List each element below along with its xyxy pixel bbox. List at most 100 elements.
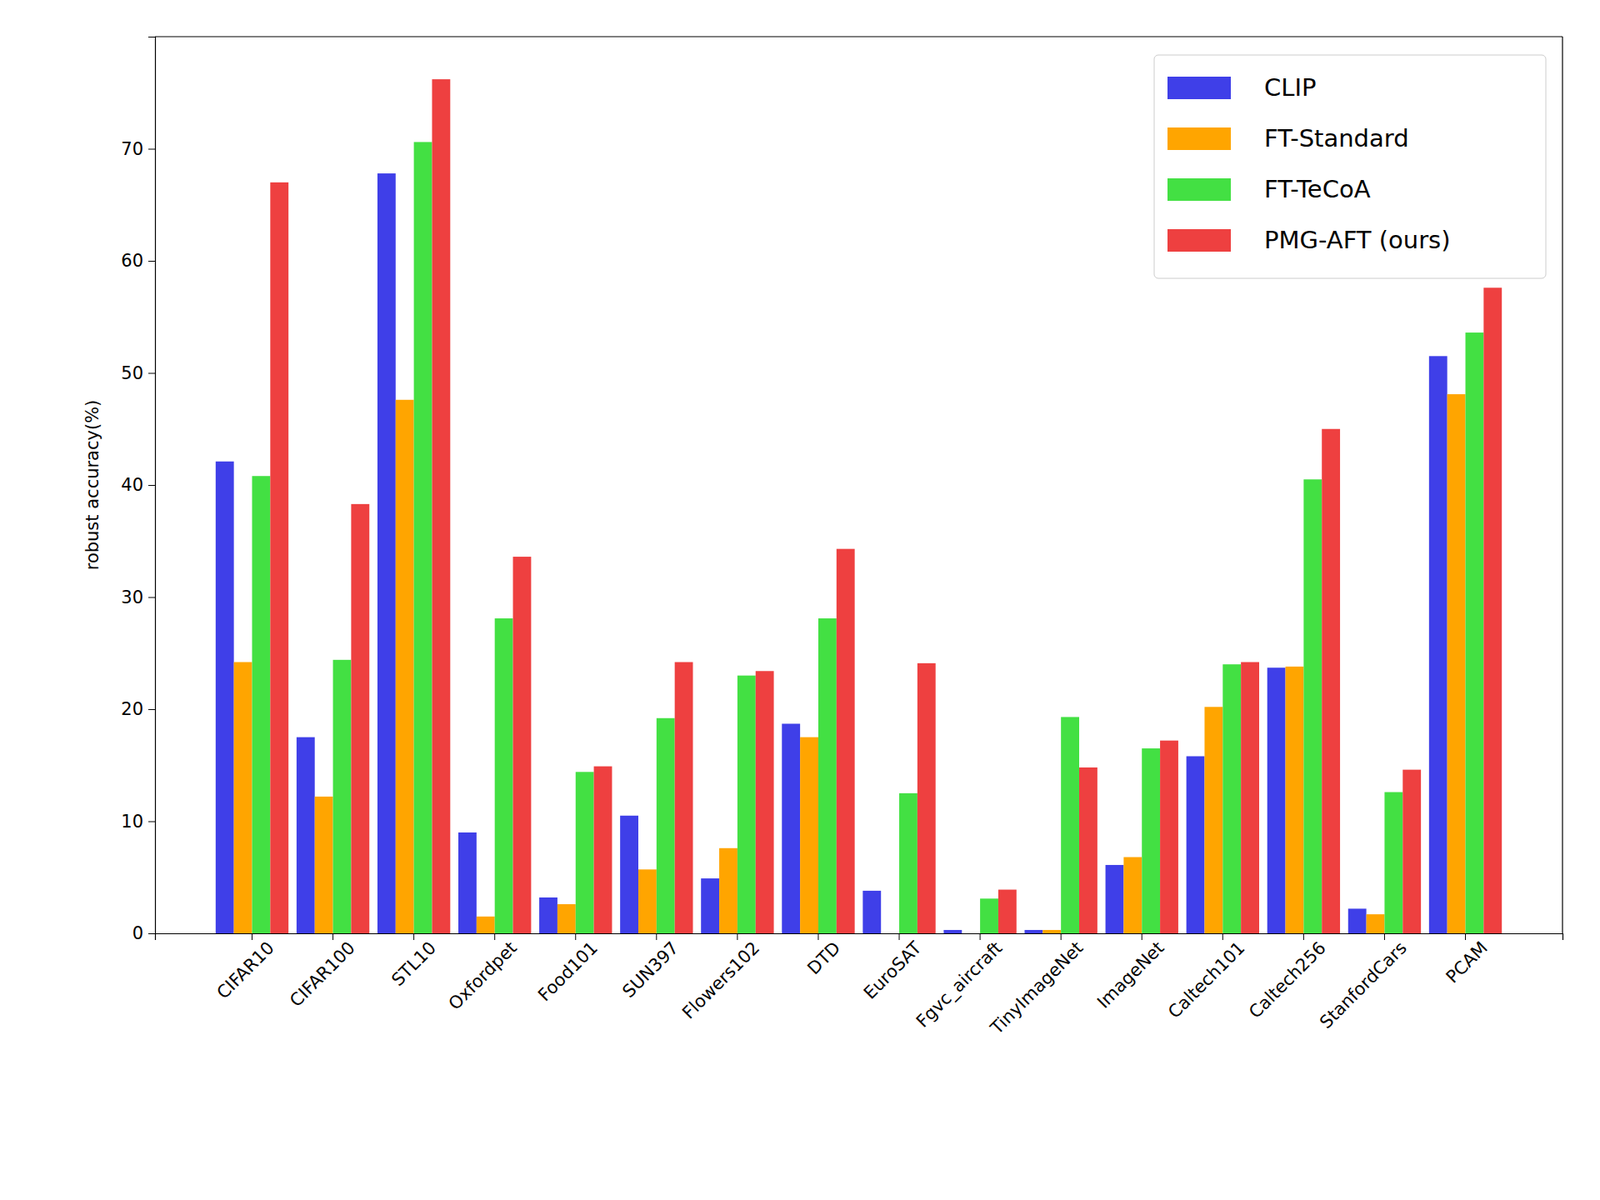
x-tick-mark [1141,933,1143,940]
y-tick-label: 70 [120,139,144,160]
bar [899,793,918,934]
bar [458,832,477,934]
bar [818,618,837,934]
x-tick-mark [1060,933,1062,940]
bar [980,898,999,934]
y-tick: 10 [120,811,155,832]
x-tick-label: CIFAR100 [285,937,360,1011]
x-tick: DTD [803,933,845,979]
frame-line [155,35,1563,37]
bar [719,848,738,934]
bar [495,618,514,934]
x-tick: Caltech101 [1164,933,1249,1023]
bar [333,660,352,934]
x-tick: ImageNet [1093,933,1169,1013]
y-tick-mark [148,373,155,375]
bar [296,737,315,934]
bar-series [215,173,1448,934]
x-tick-mark [980,933,981,940]
legend-label: FT-TeCoA [1264,175,1371,204]
bar [431,79,450,934]
y-axis-title: robust accuracy(%) [82,400,103,571]
plot: 010203040506070CIFAR10CIFAR100STL10Oxfor… [120,36,1563,1040]
x-tick-label: PCAM [1442,937,1492,987]
x-tick: Caltech256 [1245,933,1330,1023]
bar [234,662,253,934]
bar [1465,332,1485,934]
bar [1483,287,1502,934]
x-tick: SUN397 [618,933,683,1002]
y-tick-mark [148,933,155,935]
bar [1222,664,1241,934]
legend-item: CLIP [1167,73,1316,102]
bar [557,904,576,934]
bar [755,670,775,934]
bar [1447,394,1466,934]
y-tick-mark [148,149,155,150]
bar [215,461,235,934]
x-tick-mark [1465,933,1466,940]
x-tick-label: ImageNet [1093,937,1169,1013]
y-tick-label: 60 [120,250,144,271]
bar [1366,914,1385,934]
bar [800,737,819,934]
x-tick: Oxfordpet [445,933,521,1015]
x-tick-label: SUN397 [618,937,683,1002]
x-tick-label: Caltech256 [1245,937,1330,1022]
x-tick-label: TinyImageNet [985,937,1087,1039]
bar [315,796,334,934]
x-axis: CIFAR10CIFAR100 STL10OxfordpetFood101SUN3… [155,933,1564,1040]
x-tick-label: STL10 [387,937,440,990]
bar [1042,930,1061,934]
x-tick-mark [655,933,657,940]
x-tick: CIFAR10 [212,933,278,1004]
x-tick-mark [817,933,819,940]
bar [1321,429,1340,934]
legend-item: FT-Standard [1167,124,1410,153]
x-tick-mark [1222,933,1224,940]
bar [836,549,855,934]
legend-item: FT-TeCoA [1167,175,1371,204]
x-tick-label: Food101 [534,937,602,1005]
bar [414,141,433,934]
y-axis-line [148,37,156,935]
bar [594,766,613,934]
bar [1079,767,1098,934]
bar [270,182,289,934]
bar [998,890,1017,934]
y-tick-label: 40 [120,475,144,495]
x-tick-mark [494,933,495,940]
bar [539,897,558,934]
bar [737,675,756,934]
x-tick: TinyImageNet [985,933,1087,1040]
legend-swatch [1167,178,1231,201]
bar [943,930,962,934]
x-tick-label: Oxfordpet [445,937,521,1014]
y-tick: 70 [120,139,155,160]
y-tick-mark [148,821,155,823]
bar [1267,667,1286,934]
bar [1384,792,1403,934]
x-tick-mark [332,933,334,940]
x-tick-label: StanfordCars [1315,937,1411,1033]
legend-label: PMG-AFT (ours) [1264,225,1451,255]
y-tick: 0 [132,923,155,944]
bar [513,556,532,934]
x-tick: STL10 [387,933,440,990]
bar [1024,930,1043,934]
x-tick-label: Flowers102 [678,937,764,1023]
bar [862,890,881,934]
y-tick-mark [148,485,155,486]
bar [1105,865,1125,934]
x-tick-label: CIFAR10 [212,937,278,1003]
bar [781,723,800,934]
y-tick-label: 0 [132,923,144,944]
x-tick: CIFAR100 [285,933,360,1011]
frame [155,36,1563,934]
bar [638,869,657,934]
bar [917,663,936,934]
legend: CLIP FT-Standard FT-TeCoA PMG-AFT (ours) [1154,55,1546,279]
bar [656,718,675,934]
y-tick-mark [148,260,155,262]
x-tick-label: Caltech101 [1164,937,1249,1022]
